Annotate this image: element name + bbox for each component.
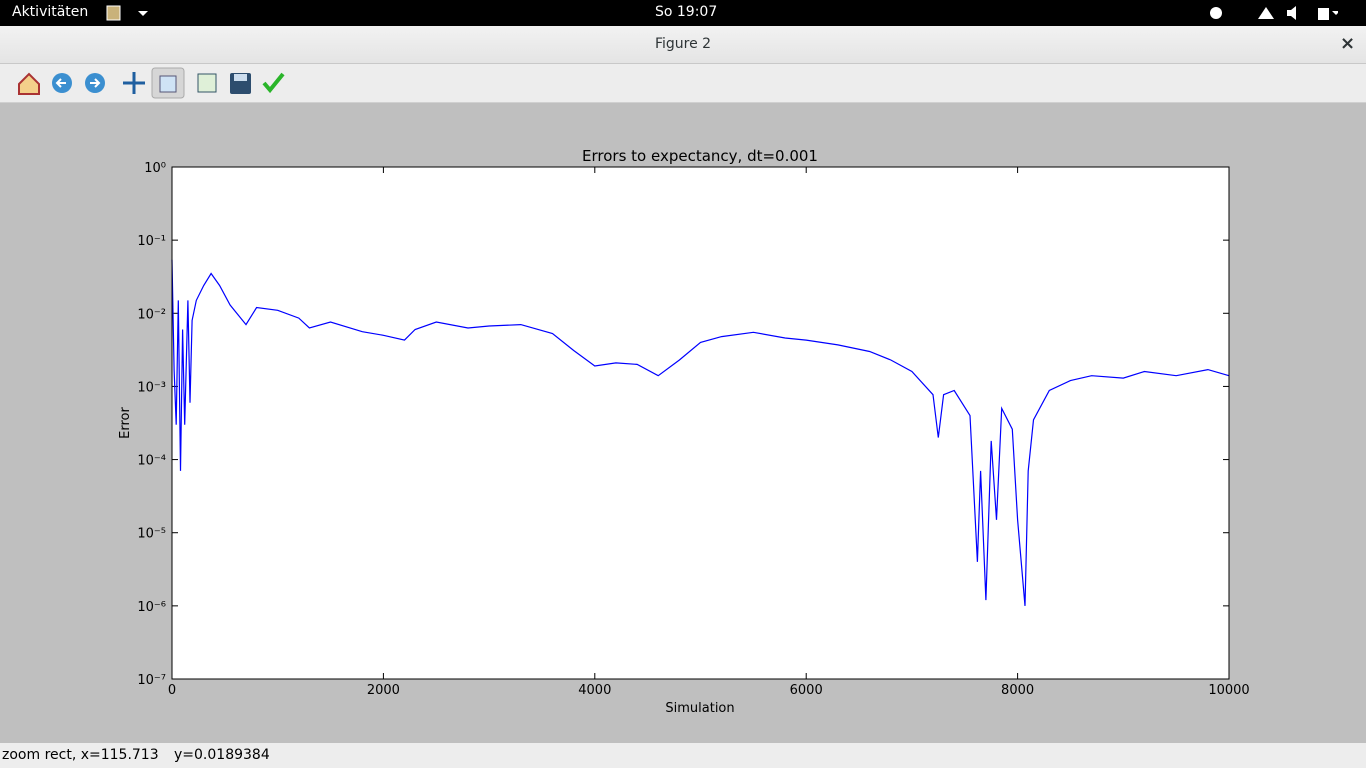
activities[interactable]: Aktivitäten <box>12 4 89 20</box>
top-bar: Aktivitäten So 19:07 <box>0 0 1366 26</box>
y-tick-label: 10⁻⁷ <box>137 673 166 688</box>
y-tick-label: 10⁻⁴ <box>137 454 166 469</box>
plot-frame <box>171 166 1230 680</box>
status-x: zoom rect, x=115.713 <box>2 747 159 763</box>
figure-canvas: Errors to expectancy, dt=0.001 Simulatio… <box>0 103 1366 743</box>
window-title: Figure 2 <box>654 36 712 52</box>
subplots-button[interactable] <box>197 73 217 93</box>
system-icons[interactable] <box>1208 5 1338 21</box>
x-tick-label: 2000 <box>367 683 400 698</box>
y-tick-label: 10⁻¹ <box>137 234 166 249</box>
y-tick-label: 10⁰ <box>144 161 166 176</box>
status-bar: zoom rect, x=115.713 y=0.0189384 <box>0 743 1366 768</box>
forward-button[interactable] <box>85 73 105 93</box>
toolbar-icons <box>18 67 285 99</box>
y-axis-label: Error <box>118 407 133 439</box>
chart-title: Errors to expectancy, dt=0.001 <box>582 147 818 165</box>
home-button[interactable] <box>18 72 40 95</box>
zoom-button[interactable] <box>151 67 185 99</box>
data-line <box>171 259 1230 606</box>
chart: Errors to expectancy, dt=0.001 Simulatio… <box>118 147 1250 716</box>
save-button[interactable] <box>230 73 251 94</box>
back-button[interactable] <box>52 73 72 93</box>
x-tick-label: 6000 <box>790 683 823 698</box>
toolbar <box>0 64 1366 103</box>
x-tick-label: 4000 <box>578 683 611 698</box>
x-axis-label: Simulation <box>665 701 734 716</box>
edit-button[interactable] <box>262 72 285 94</box>
x-tick-label: 0 <box>168 683 176 698</box>
y-tick-label: 10⁻³ <box>137 380 166 395</box>
x-tick-label: 10000 <box>1208 683 1249 698</box>
window-titlebar: Figure 2 × <box>0 26 1366 64</box>
plot-area <box>172 167 1229 679</box>
y-tick-label: 10⁻⁵ <box>137 527 166 542</box>
pan-button[interactable] <box>123 72 145 94</box>
y-tick-label: 10⁻⁶ <box>137 600 166 615</box>
close-button[interactable]: × <box>1340 33 1356 54</box>
y-tick-label: 10⁻² <box>137 307 166 322</box>
clock[interactable]: So 19:07 <box>655 4 718 20</box>
x-tick-label: 8000 <box>1001 683 1034 698</box>
status-y: y=0.0189384 <box>174 747 270 763</box>
app-menu[interactable] <box>106 5 150 21</box>
